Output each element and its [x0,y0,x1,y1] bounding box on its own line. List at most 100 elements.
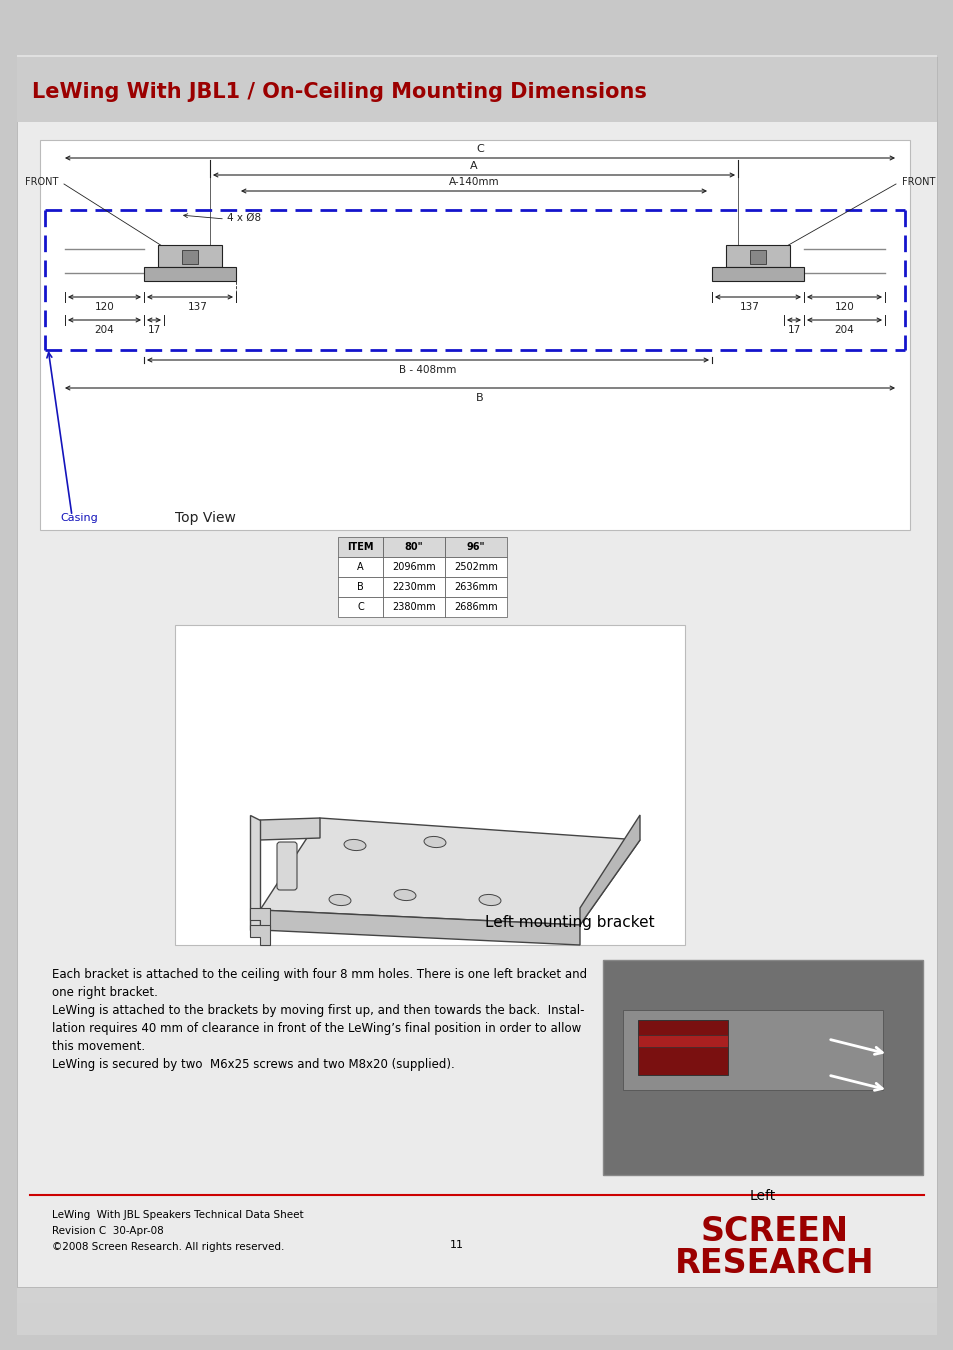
Bar [17,1251,936,1258]
Bar [17,612,936,618]
Text: LeWing is secured by two  M6x25 screws and two M8x20 (supplied).: LeWing is secured by two M6x25 screws an… [52,1058,455,1071]
Bar [17,1098,936,1104]
Bar [17,599,936,605]
Polygon shape [260,818,319,840]
Bar [17,957,936,964]
Bar [444,537,506,558]
Bar [17,1073,936,1079]
Bar [17,1041,936,1048]
Bar [17,931,936,938]
Polygon shape [260,818,639,925]
Bar [17,849,936,855]
Text: C: C [476,144,483,154]
Bar [725,244,789,267]
Text: 2380mm: 2380mm [392,602,436,612]
Text: RESEARCH: RESEARCH [675,1247,874,1280]
Bar [17,362,936,369]
Bar [17,1156,936,1162]
Bar [17,1322,936,1328]
Bar [602,960,923,1174]
Bar [17,925,936,932]
Bar [17,913,936,919]
Bar [17,55,936,61]
Bar [17,1310,936,1316]
Bar [17,490,936,497]
Bar [17,996,936,1002]
Bar [17,324,936,331]
Bar [17,189,936,196]
Bar [638,1035,727,1048]
Bar [17,803,936,810]
Text: 80": 80" [404,541,423,552]
Bar [17,1226,936,1233]
Bar [17,651,936,656]
Bar [17,406,936,413]
Text: 2636mm: 2636mm [454,582,497,593]
Bar [17,61,936,68]
Bar [17,983,936,990]
Bar [17,759,936,765]
Bar [17,177,936,184]
Bar [17,1066,936,1073]
Bar [17,1008,936,1015]
Bar [17,126,936,132]
Bar [17,1104,936,1111]
Bar [17,810,936,817]
Bar [17,432,936,439]
Bar [17,331,936,336]
Bar [17,1079,936,1085]
Bar [337,558,382,576]
Bar [17,875,936,880]
Text: Left: Left [749,1189,776,1203]
Bar [17,548,936,555]
Bar [17,682,936,688]
Bar [17,382,936,387]
Text: Left mounting bracket: Left mounting bracket [485,915,655,930]
Bar [17,522,936,529]
Bar [17,824,936,829]
Bar [17,618,936,625]
Bar [17,57,936,122]
Bar [17,919,936,925]
Bar [17,420,936,427]
Bar [17,900,936,906]
Polygon shape [250,909,270,927]
Bar [17,158,936,163]
Bar [17,221,936,228]
Text: 2230mm: 2230mm [392,582,436,593]
Bar [17,310,936,317]
Bar [17,579,936,586]
Bar [17,247,936,254]
Bar [749,250,765,265]
Bar [17,1143,936,1149]
Text: Each bracket is attached to the ceiling with four 8 mm holes. There is one left : Each bracket is attached to the ceiling … [52,968,586,981]
Text: Top View: Top View [174,512,235,525]
Bar [17,86,936,93]
Bar [17,259,936,266]
Bar [17,1284,936,1291]
Bar [17,427,936,432]
Bar [17,747,936,752]
Bar [17,945,936,950]
Text: this movement.: this movement. [52,1040,145,1053]
Bar [17,555,936,560]
Bar [17,298,936,305]
Bar [17,292,936,298]
Bar [17,1130,936,1137]
Bar [337,537,382,558]
Bar [17,529,936,535]
Bar [17,119,936,126]
Polygon shape [250,925,270,945]
Bar [17,144,936,151]
Bar [382,576,444,597]
Bar [17,234,936,240]
Ellipse shape [478,895,500,906]
Bar [17,228,936,234]
Bar [17,676,936,682]
Bar [17,1207,936,1214]
Bar [17,1296,936,1303]
FancyBboxPatch shape [276,842,296,890]
Bar [444,558,506,576]
Text: 120: 120 [834,302,854,312]
Bar [17,273,936,279]
